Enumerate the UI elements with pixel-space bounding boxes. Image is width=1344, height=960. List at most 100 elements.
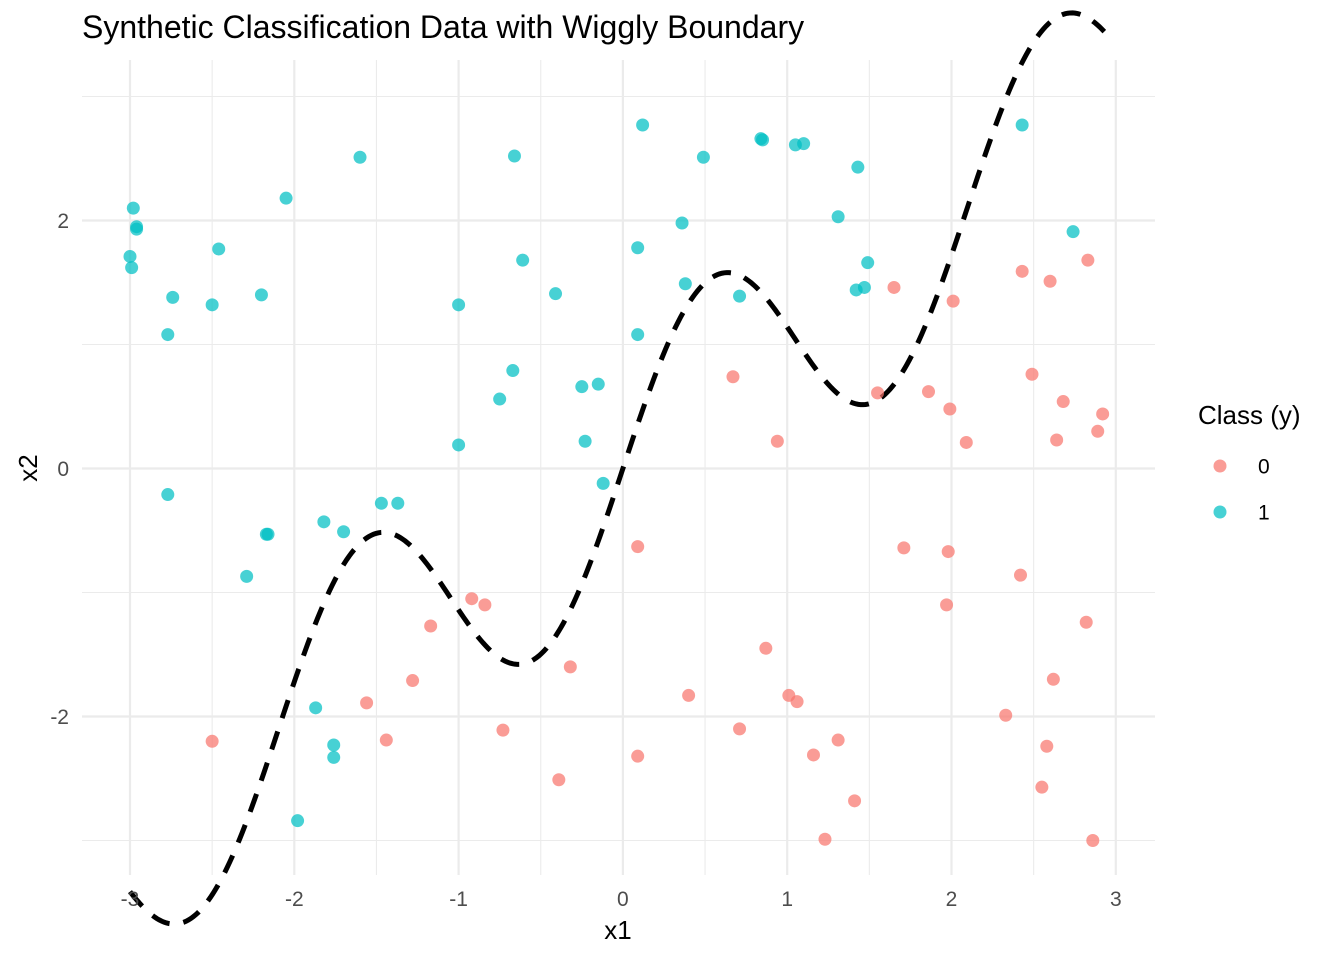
data-point-class-0 bbox=[921, 385, 935, 399]
data-point-class-1 bbox=[631, 241, 645, 255]
data-point-class-0 bbox=[1046, 672, 1060, 686]
data-point-class-0 bbox=[478, 598, 492, 612]
data-point-class-0 bbox=[999, 708, 1013, 722]
x-tick-label: -3 bbox=[121, 888, 140, 911]
data-point-class-1 bbox=[578, 434, 592, 448]
x-axis-ticks: -3 -2 -1 0 1 2 3 bbox=[121, 888, 1122, 911]
data-point-class-0 bbox=[631, 540, 645, 554]
data-point-class-1 bbox=[391, 496, 405, 510]
x-tick-label: 2 bbox=[946, 888, 958, 911]
data-point-class-1 bbox=[506, 364, 520, 378]
data-point-class-0 bbox=[887, 280, 901, 294]
data-point-class-0 bbox=[770, 434, 784, 448]
x-tick-label: -2 bbox=[285, 888, 304, 911]
data-point-class-1 bbox=[337, 525, 351, 539]
data-point-class-0 bbox=[726, 370, 740, 384]
data-point-class-0 bbox=[1040, 739, 1054, 753]
y-tick-label: -2 bbox=[50, 706, 69, 729]
data-point-class-0 bbox=[1050, 433, 1064, 447]
data-point-class-1 bbox=[756, 133, 770, 147]
data-point-class-0 bbox=[941, 545, 955, 559]
data-point-class-0 bbox=[205, 734, 219, 748]
data-point-class-0 bbox=[424, 619, 438, 633]
data-point-class-0 bbox=[806, 748, 820, 762]
data-point-class-1 bbox=[1015, 118, 1029, 132]
data-point-class-0 bbox=[818, 832, 832, 846]
x-tick-label: 0 bbox=[617, 888, 629, 911]
data-point-class-1 bbox=[851, 160, 865, 174]
data-point-class-0 bbox=[1015, 264, 1029, 278]
data-point-class-1 bbox=[861, 256, 875, 270]
data-point-class-0 bbox=[733, 722, 747, 736]
data-point-class-1 bbox=[696, 150, 710, 164]
y-tick-label: 2 bbox=[57, 210, 69, 233]
data-point-class-0 bbox=[759, 641, 773, 655]
data-point-class-1 bbox=[493, 392, 507, 406]
data-point-class-0 bbox=[379, 733, 393, 747]
x-axis-title: x1 bbox=[604, 915, 631, 945]
data-point-class-0 bbox=[631, 749, 645, 763]
data-point-class-0 bbox=[1081, 253, 1095, 267]
data-point-class-1 bbox=[123, 249, 137, 263]
data-point-class-1 bbox=[254, 288, 268, 302]
data-point-class-0 bbox=[552, 773, 566, 787]
data-point-class-0 bbox=[496, 723, 510, 737]
data-point-class-1 bbox=[452, 298, 466, 312]
data-point-class-1 bbox=[261, 527, 275, 541]
data-point-class-0 bbox=[1056, 395, 1070, 409]
data-point-class-1 bbox=[161, 488, 175, 502]
data-point-class-1 bbox=[797, 137, 811, 151]
plot-grid bbox=[82, 60, 1155, 875]
data-point-class-1 bbox=[591, 377, 605, 391]
y-axis-title: x2 bbox=[13, 454, 43, 481]
data-point-class-1 bbox=[212, 242, 226, 256]
legend-label-class-1: 1 bbox=[1258, 502, 1270, 525]
data-point-class-1 bbox=[1066, 225, 1080, 239]
data-point-class-0 bbox=[465, 592, 479, 606]
data-point-class-0 bbox=[360, 696, 374, 710]
data-point-class-0 bbox=[943, 402, 957, 416]
legend-label-class-0: 0 bbox=[1258, 456, 1270, 479]
data-point-class-1 bbox=[636, 118, 650, 132]
data-point-class-1 bbox=[279, 191, 293, 205]
data-point-class-1 bbox=[327, 750, 341, 764]
data-point-class-1 bbox=[374, 496, 388, 510]
data-point-class-1 bbox=[309, 701, 323, 715]
x-tick-label: -1 bbox=[449, 888, 468, 911]
data-point-class-0 bbox=[831, 733, 845, 747]
data-point-class-1 bbox=[549, 287, 563, 301]
y-tick-label: 0 bbox=[57, 458, 69, 481]
data-point-class-0 bbox=[1091, 424, 1105, 438]
data-point-class-0 bbox=[959, 435, 973, 449]
data-point-class-0 bbox=[1043, 274, 1057, 288]
data-point-class-1 bbox=[733, 289, 747, 303]
data-point-class-0 bbox=[946, 294, 960, 308]
data-point-class-1 bbox=[516, 253, 530, 267]
y-axis-ticks: -2 0 2 bbox=[50, 210, 69, 729]
data-point-class-0 bbox=[1025, 367, 1039, 381]
data-point-class-0 bbox=[871, 386, 885, 400]
data-point-class-1 bbox=[353, 150, 367, 164]
legend: Class (y) 0 1 bbox=[1198, 400, 1301, 525]
legend-title: Class (y) bbox=[1198, 400, 1301, 430]
data-point-class-1 bbox=[240, 569, 254, 583]
data-point-class-0 bbox=[1014, 568, 1028, 582]
x-tick-label: 1 bbox=[781, 888, 793, 911]
data-point-class-1 bbox=[857, 280, 871, 294]
data-point-class-0 bbox=[790, 695, 804, 709]
data-point-class-1 bbox=[596, 476, 610, 490]
data-point-class-0 bbox=[682, 688, 696, 702]
legend-key-class-1 bbox=[1213, 505, 1227, 519]
data-point-class-1 bbox=[161, 328, 175, 342]
data-point-class-1 bbox=[452, 438, 466, 452]
data-point-class-0 bbox=[1079, 615, 1093, 629]
data-point-class-1 bbox=[675, 216, 689, 230]
data-point-class-0 bbox=[1035, 780, 1049, 794]
data-point-class-0 bbox=[848, 794, 862, 808]
data-point-class-1 bbox=[317, 515, 331, 529]
data-points-layer bbox=[123, 118, 1110, 847]
data-point-class-0 bbox=[563, 660, 577, 674]
data-point-class-0 bbox=[940, 598, 954, 612]
data-point-class-1 bbox=[125, 261, 139, 275]
